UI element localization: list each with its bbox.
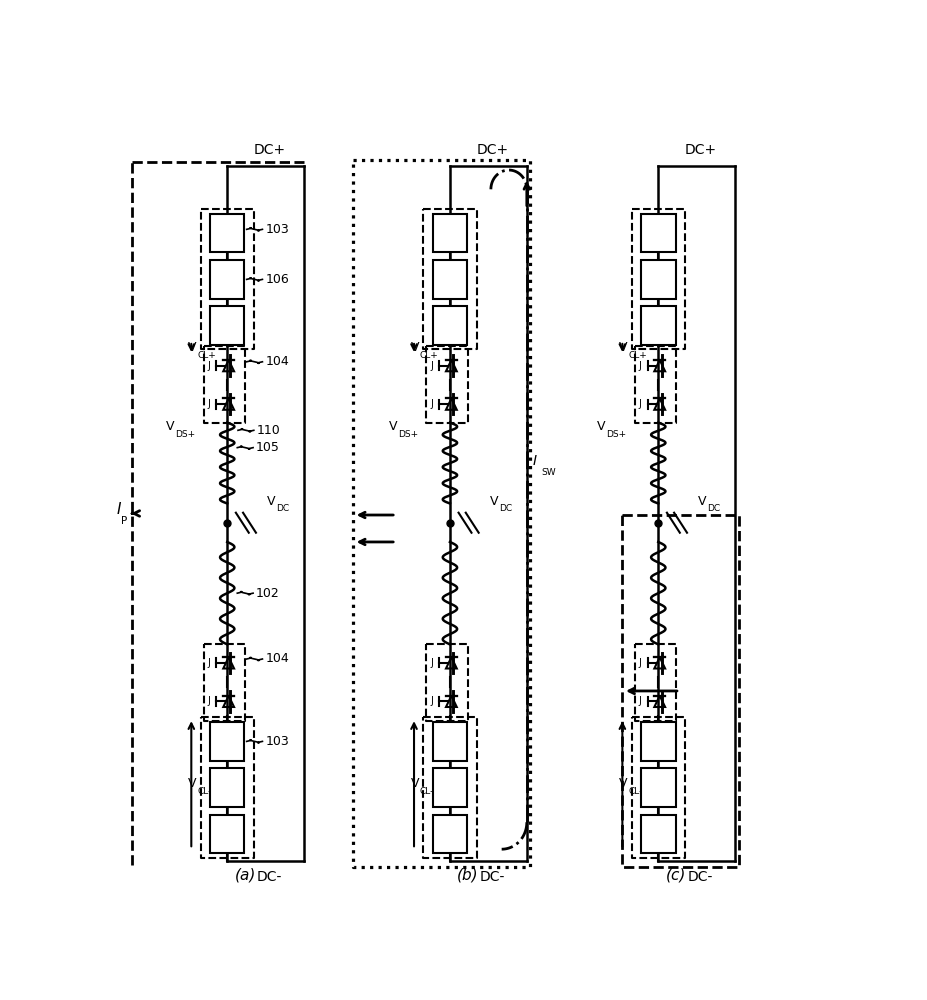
- Text: P: P: [121, 516, 128, 526]
- Text: CL+: CL+: [629, 351, 647, 360]
- Bar: [210, 768, 245, 807]
- Text: V: V: [597, 420, 605, 433]
- Text: DC: DC: [707, 504, 720, 513]
- Text: 104: 104: [265, 355, 289, 368]
- Bar: [210, 722, 245, 761]
- Text: V: V: [489, 495, 498, 508]
- Text: V: V: [619, 777, 628, 790]
- Text: 103: 103: [265, 735, 289, 748]
- Bar: [210, 815, 245, 853]
- Text: J: J: [208, 361, 210, 371]
- Text: DC-: DC-: [257, 870, 282, 884]
- Text: DS+: DS+: [175, 430, 196, 439]
- Text: CL-: CL-: [197, 787, 211, 796]
- Text: CL+: CL+: [197, 351, 216, 360]
- Text: DS+: DS+: [399, 430, 418, 439]
- Text: J: J: [430, 658, 434, 668]
- Text: V: V: [187, 777, 197, 790]
- Text: DC+: DC+: [684, 143, 717, 157]
- Text: J: J: [639, 658, 641, 668]
- Text: (b): (b): [457, 867, 478, 882]
- Text: I: I: [532, 454, 537, 468]
- Text: V: V: [389, 420, 398, 433]
- Text: DC: DC: [499, 504, 512, 513]
- Text: J: J: [430, 399, 434, 409]
- Bar: [433, 306, 467, 345]
- Text: CL-: CL-: [629, 787, 642, 796]
- Text: J: J: [639, 696, 641, 706]
- Text: J: J: [430, 361, 434, 371]
- Text: I: I: [117, 502, 121, 517]
- Text: 105: 105: [256, 441, 280, 454]
- Bar: [641, 306, 676, 345]
- Bar: [641, 768, 676, 807]
- Text: J: J: [639, 399, 641, 409]
- Text: SW: SW: [541, 468, 556, 477]
- Text: DC-: DC-: [688, 870, 713, 884]
- Text: J: J: [208, 696, 210, 706]
- Text: DC-: DC-: [479, 870, 505, 884]
- Bar: [433, 768, 467, 807]
- Text: 104: 104: [265, 652, 289, 666]
- Text: V: V: [187, 341, 197, 354]
- Text: V: V: [166, 420, 174, 433]
- Text: CL-: CL-: [420, 787, 434, 796]
- Bar: [210, 214, 245, 252]
- Text: V: V: [411, 341, 419, 354]
- Text: DC+: DC+: [476, 143, 508, 157]
- Text: (a): (a): [235, 867, 256, 882]
- Bar: [433, 722, 467, 761]
- Bar: [641, 722, 676, 761]
- Text: DC+: DC+: [253, 143, 286, 157]
- Text: V: V: [698, 495, 706, 508]
- Text: J: J: [208, 399, 210, 409]
- Text: DS+: DS+: [606, 430, 627, 439]
- Text: 103: 103: [265, 223, 289, 236]
- Text: 110: 110: [257, 424, 281, 437]
- Bar: [641, 214, 676, 252]
- Text: CL+: CL+: [420, 351, 438, 360]
- Text: J: J: [208, 658, 210, 668]
- Text: J: J: [639, 361, 641, 371]
- Text: V: V: [267, 495, 275, 508]
- Bar: [433, 214, 467, 252]
- Bar: [210, 260, 245, 299]
- Text: J: J: [430, 696, 434, 706]
- Bar: [433, 260, 467, 299]
- Text: (c): (c): [667, 867, 686, 882]
- Text: V: V: [619, 341, 628, 354]
- Bar: [433, 815, 467, 853]
- Bar: [210, 306, 245, 345]
- Text: 102: 102: [256, 587, 280, 600]
- Bar: [641, 260, 676, 299]
- Text: DC: DC: [276, 504, 289, 513]
- Bar: [641, 815, 676, 853]
- Text: 106: 106: [265, 273, 289, 286]
- Text: V: V: [411, 777, 419, 790]
